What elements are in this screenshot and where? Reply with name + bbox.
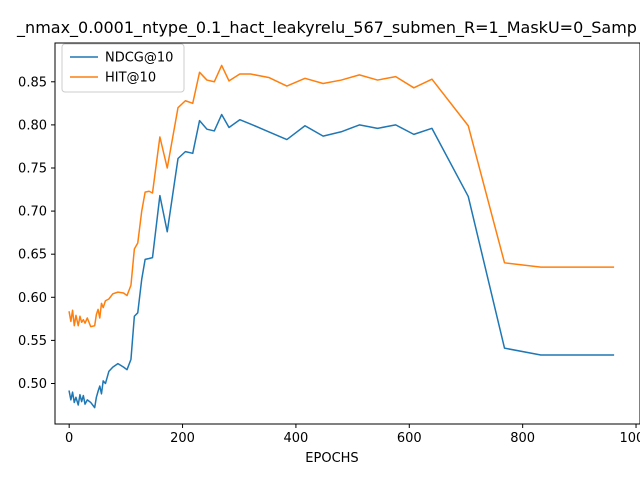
x-tick-label: 200 xyxy=(170,431,195,446)
y-axis: 0.50 0.55 0.60 0.65 0.70 0.75 0.80 0.85 xyxy=(18,75,55,392)
legend: NDCG@10 HIT@10 xyxy=(61,43,185,93)
y-tick-label: 0.80 xyxy=(18,118,47,133)
x-tick-label: 400 xyxy=(284,431,309,446)
legend-label: HIT@10 xyxy=(105,71,156,86)
x-axis: 0 200 400 600 800 1000 xyxy=(65,424,640,446)
plot-series xyxy=(68,64,615,409)
legend-box xyxy=(61,43,185,93)
y-tick-label: 0.60 xyxy=(18,291,47,306)
y-tick-label: 0.55 xyxy=(18,334,47,349)
y-tick-label: 0.75 xyxy=(18,161,47,176)
x-tick-label: 0 xyxy=(65,431,73,446)
x-tick-label: 800 xyxy=(510,431,535,446)
x-axis-label: EPOCHS xyxy=(305,451,358,466)
plot-frame xyxy=(54,42,640,425)
y-tick-label: 0.85 xyxy=(18,75,47,90)
x-tick-label: 600 xyxy=(397,431,422,446)
x-tick-label: 1000 xyxy=(619,431,640,446)
y-tick-label: 0.50 xyxy=(18,377,47,392)
series-line-hit-10 xyxy=(68,64,615,328)
y-tick-label: 0.65 xyxy=(18,248,47,263)
series-line-ndcg-10 xyxy=(68,113,615,409)
chart-title: _nmax_0.0001_ntype_0.1_hact_leakyrelu_56… xyxy=(16,18,637,38)
y-tick-label: 0.70 xyxy=(18,205,47,220)
legend-label: NDCG@10 xyxy=(105,51,173,66)
